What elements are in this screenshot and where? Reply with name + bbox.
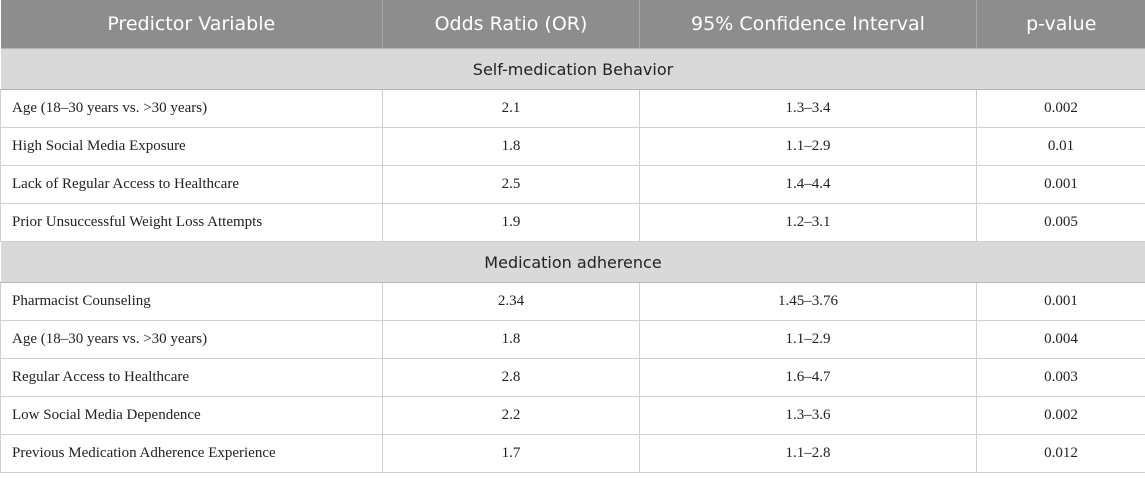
odds-ratio-cell: 1.7 [382,434,640,473]
p-value-cell: 0.012 [976,434,1145,473]
table-row: Age (18–30 years vs. >30 years) 1.8 1.1–… [0,320,1145,359]
p-value-cell: 0.002 [976,89,1145,128]
confidence-interval-cell: 1.2–3.1 [639,203,977,242]
predictor-cell: Pharmacist Counseling [0,282,383,321]
odds-ratio-cell: 2.2 [382,396,640,435]
table-row: Age (18–30 years vs. >30 years) 2.1 1.3–… [0,89,1145,128]
table-body: Self-medication Behavior Age (18–30 year… [0,48,1145,473]
p-value-cell: 0.001 [976,282,1145,321]
confidence-interval-cell: 1.4–4.4 [639,165,977,204]
p-value-cell: 0.001 [976,165,1145,204]
confidence-interval-cell: 1.1–2.9 [639,320,977,359]
p-value-cell: 0.004 [976,320,1145,359]
predictor-cell: Age (18–30 years vs. >30 years) [0,89,383,128]
confidence-interval-cell: 1.45–3.76 [639,282,977,321]
predictor-cell: Lack of Regular Access to Healthcare [0,165,383,204]
confidence-interval-cell: 1.1–2.8 [639,434,977,473]
confidence-interval-cell: 1.3–3.6 [639,396,977,435]
table-row: High Social Media Exposure 1.8 1.1–2.9 0… [0,127,1145,166]
table-row: Regular Access to Healthcare 2.8 1.6–4.7… [0,358,1145,397]
table-row: Pharmacist Counseling 2.34 1.45–3.76 0.0… [0,282,1145,321]
odds-ratio-cell: 1.9 [382,203,640,242]
confidence-interval-cell: 1.1–2.9 [639,127,977,166]
odds-ratio-cell: 2.34 [382,282,640,321]
p-value-cell: 0.01 [976,127,1145,166]
confidence-interval-cell: 1.6–4.7 [639,358,977,397]
table-header: Predictor Variable Odds Ratio (OR) 95% C… [0,0,1145,49]
predictor-cell: Prior Unsuccessful Weight Loss Attempts [0,203,383,242]
predictor-cell: Low Social Media Dependence [0,396,383,435]
header-confidence-interval: 95% Confidence Interval [639,0,977,49]
odds-ratio-cell: 2.5 [382,165,640,204]
header-row: Predictor Variable Odds Ratio (OR) 95% C… [0,0,1145,49]
section-title: Medication adherence [0,241,1145,283]
p-value-cell: 0.005 [976,203,1145,242]
header-p-value: p-value [976,0,1145,49]
odds-ratio-cell: 1.8 [382,320,640,359]
table-row: Prior Unsuccessful Weight Loss Attempts … [0,203,1145,242]
predictor-cell: Previous Medication Adherence Experience [0,434,383,473]
odds-ratio-cell: 2.1 [382,89,640,128]
section-row-self-medication: Self-medication Behavior [0,48,1145,90]
table-row: Low Social Media Dependence 2.2 1.3–3.6 … [0,396,1145,435]
table-row: Previous Medication Adherence Experience… [0,434,1145,473]
header-odds-ratio: Odds Ratio (OR) [382,0,640,49]
predictor-cell: High Social Media Exposure [0,127,383,166]
section-title: Self-medication Behavior [0,48,1145,90]
predictor-cell: Regular Access to Healthcare [0,358,383,397]
table-row: Lack of Regular Access to Healthcare 2.5… [0,165,1145,204]
p-value-cell: 0.003 [976,358,1145,397]
header-predictor-variable: Predictor Variable [0,0,383,49]
predictor-cell: Age (18–30 years vs. >30 years) [0,320,383,359]
p-value-cell: 0.002 [976,396,1145,435]
section-row-medication-adherence: Medication adherence [0,241,1145,283]
odds-ratio-cell: 1.8 [382,127,640,166]
odds-ratio-cell: 2.8 [382,358,640,397]
confidence-interval-cell: 1.3–3.4 [639,89,977,128]
